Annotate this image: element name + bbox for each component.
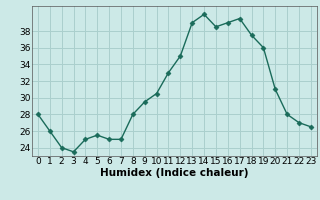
X-axis label: Humidex (Indice chaleur): Humidex (Indice chaleur) [100, 168, 249, 178]
